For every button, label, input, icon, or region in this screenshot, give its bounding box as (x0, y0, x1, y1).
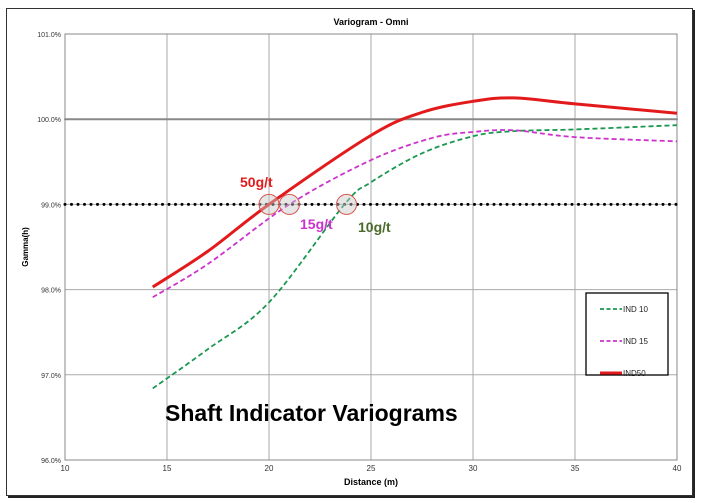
x-tick-label: 35 (571, 464, 580, 473)
threshold-marker (258, 193, 280, 215)
legend-label: IND 15 (623, 337, 648, 346)
y-tick-label: 96.0% (41, 458, 61, 465)
y-tick-label: 99.0% (41, 202, 61, 209)
x-tick-label: 25 (367, 464, 376, 473)
y-axis-label: Gamma(h) (21, 227, 30, 267)
y-tick-label: 100.0% (37, 117, 61, 124)
legend-box (585, 292, 669, 376)
x-tick-label: 10 (61, 464, 70, 473)
legend-label: IND 10 (623, 305, 648, 314)
chart-title: Variogram - Omni (333, 17, 408, 27)
y-tick-label: 101.0% (37, 32, 61, 39)
y-tick-label: 97.0% (41, 373, 61, 380)
x-tick-label: 15 (163, 464, 172, 473)
plot-area (64, 33, 678, 461)
threshold-marker (278, 193, 300, 215)
annotation-label: 10g/t (358, 219, 391, 235)
x-tick-label: 20 (265, 464, 274, 473)
annotation-label: 15g/t (300, 216, 333, 232)
overlay-title: Shaft Indicator Variograms (165, 400, 458, 426)
y-tick-label: 98.0% (41, 288, 61, 295)
series-line-ind10 (152, 124, 678, 390)
series-line-ind50 (151, 96, 678, 289)
x-tick-label: 40 (673, 464, 682, 473)
threshold-marker (336, 193, 358, 215)
x-tick-label: 30 (469, 464, 478, 473)
series-line-ind15 (152, 129, 678, 299)
annotation-label: 50g/t (240, 174, 273, 190)
legend-label: IND50 (623, 369, 646, 378)
chart-frame (6, 8, 693, 496)
x-axis-label: Distance (m) (344, 477, 398, 487)
